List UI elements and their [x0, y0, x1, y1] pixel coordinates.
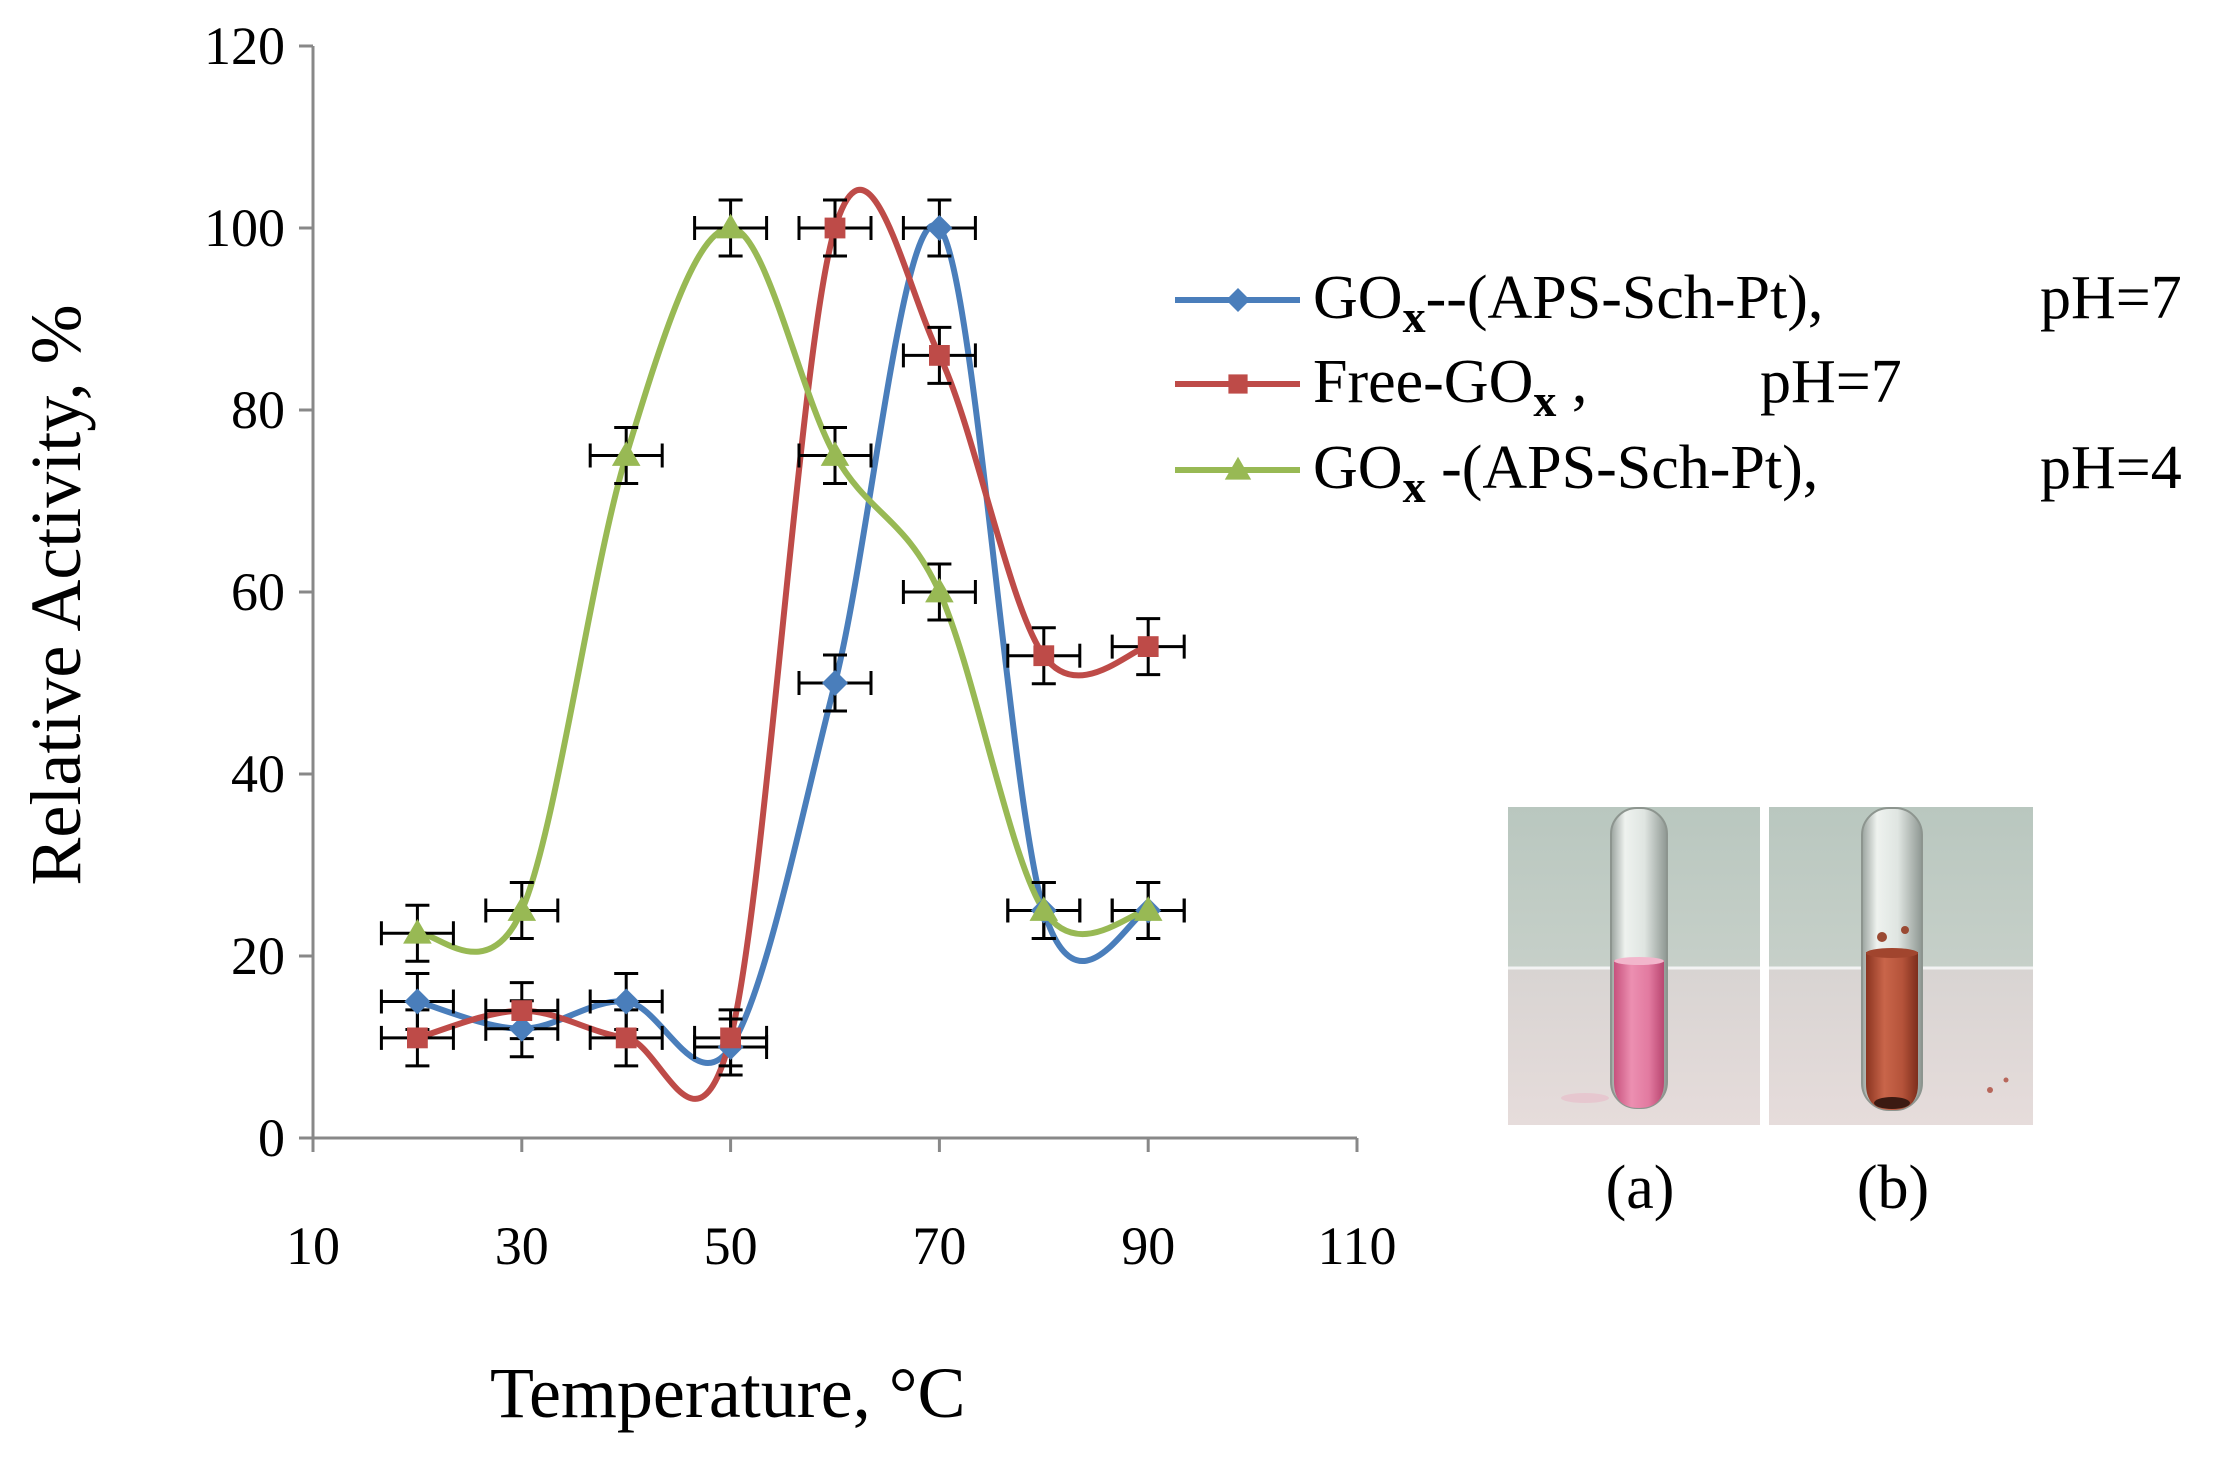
x-axis-title-unit: °C: [889, 1353, 966, 1433]
legend-label-sub: x: [1403, 291, 1426, 342]
data-point: [929, 345, 950, 366]
axes: 0 20 40 60 80 100 120 10 30 50 70 90 110: [204, 16, 1397, 1276]
x-tick-label: 110: [1318, 1216, 1397, 1276]
series-line-1: [416, 186, 1149, 1102]
data-point: [403, 918, 432, 944]
photo-label-a: (a): [1606, 1154, 1675, 1222]
data-point: [824, 217, 846, 239]
y-tick-label: 0: [258, 1108, 285, 1168]
legend-entry-1: Free-GOx , pH=7: [1175, 348, 1902, 426]
photo-b: [1769, 807, 2033, 1125]
legend-label: GOx -(APS-Sch-Pt),: [1313, 434, 1818, 512]
x-axis-title: Temperature, °C: [490, 1353, 966, 1433]
data-point: [1133, 896, 1163, 921]
data-point: [1137, 636, 1159, 657]
legend-label-sub: x: [1533, 375, 1556, 426]
data-point: [615, 1027, 637, 1049]
data-point: [511, 1000, 533, 1021]
y-tick-label: 40: [231, 744, 285, 804]
legend-label-sub: x: [1403, 461, 1426, 512]
x-tick-label: 50: [704, 1216, 758, 1276]
y-tick-label: 120: [204, 16, 285, 76]
y-axis-title: Relative Activity, %: [16, 304, 96, 885]
x-axis-title-text: Temperature,: [490, 1353, 889, 1433]
data-point: [611, 441, 641, 466]
data-point: [926, 215, 953, 241]
y-tick-label: 100: [204, 198, 285, 258]
error-bar: [797, 198, 873, 258]
data-point: [925, 577, 954, 603]
legend-ph: pH=7: [2040, 264, 2182, 332]
legend-entry-0: GOx--(APS-Sch-Pt), pH=7: [1175, 264, 2182, 342]
legend-label: Free-GOx ,: [1313, 348, 1587, 426]
data-point: [407, 1027, 428, 1049]
data-point: [822, 670, 848, 696]
series-markers-2: [403, 213, 1163, 944]
y-tick-label: 60: [231, 562, 285, 622]
series-markers-1: [407, 217, 1159, 1049]
legend-label-main: Free-GO: [1313, 348, 1533, 416]
photo-label-b: (b): [1857, 1154, 1929, 1222]
legend-ph: pH=7: [1760, 348, 1902, 416]
series-line-2: [416, 225, 1149, 955]
data-point: [820, 441, 850, 466]
data-point: [1033, 645, 1055, 667]
legend-label-rest: ,: [1556, 348, 1587, 416]
data-point: [404, 988, 431, 1015]
legend-label-main: GO: [1313, 264, 1403, 332]
x-tick-label: 90: [1121, 1216, 1175, 1276]
x-tick-label: 30: [495, 1216, 549, 1276]
data-point: [507, 896, 537, 921]
legend-label: GOx--(APS-Sch-Pt),: [1313, 264, 1823, 342]
y-tick-label: 80: [231, 380, 285, 440]
series-layer: [379, 186, 1186, 1102]
photo-a: [1508, 807, 1760, 1125]
legend-label-rest: --(APS-Sch-Pt),: [1426, 264, 1824, 332]
photo-inset: (a) (b): [1508, 807, 2033, 1222]
x-tick-label: 70: [912, 1216, 966, 1276]
data-point: [716, 213, 745, 239]
legend-swatch-marker: [1226, 288, 1250, 312]
data-point: [720, 1027, 741, 1049]
legend-entry-2: GOx -(APS-Sch-Pt), pH=4: [1175, 434, 2182, 512]
data-point: [508, 1015, 535, 1042]
data-point: [613, 988, 640, 1015]
legend-ph: pH=4: [2040, 434, 2182, 502]
legend-label-rest: -(APS-Sch-Pt),: [1426, 434, 1819, 502]
legend-label-main: GO: [1313, 434, 1403, 502]
data-point: [1029, 896, 1059, 921]
legend-swatch-marker: [1224, 456, 1252, 480]
x-tick-label: 10: [286, 1216, 340, 1276]
y-tick-label: 20: [231, 926, 285, 986]
legend-swatch-marker: [1228, 374, 1248, 394]
